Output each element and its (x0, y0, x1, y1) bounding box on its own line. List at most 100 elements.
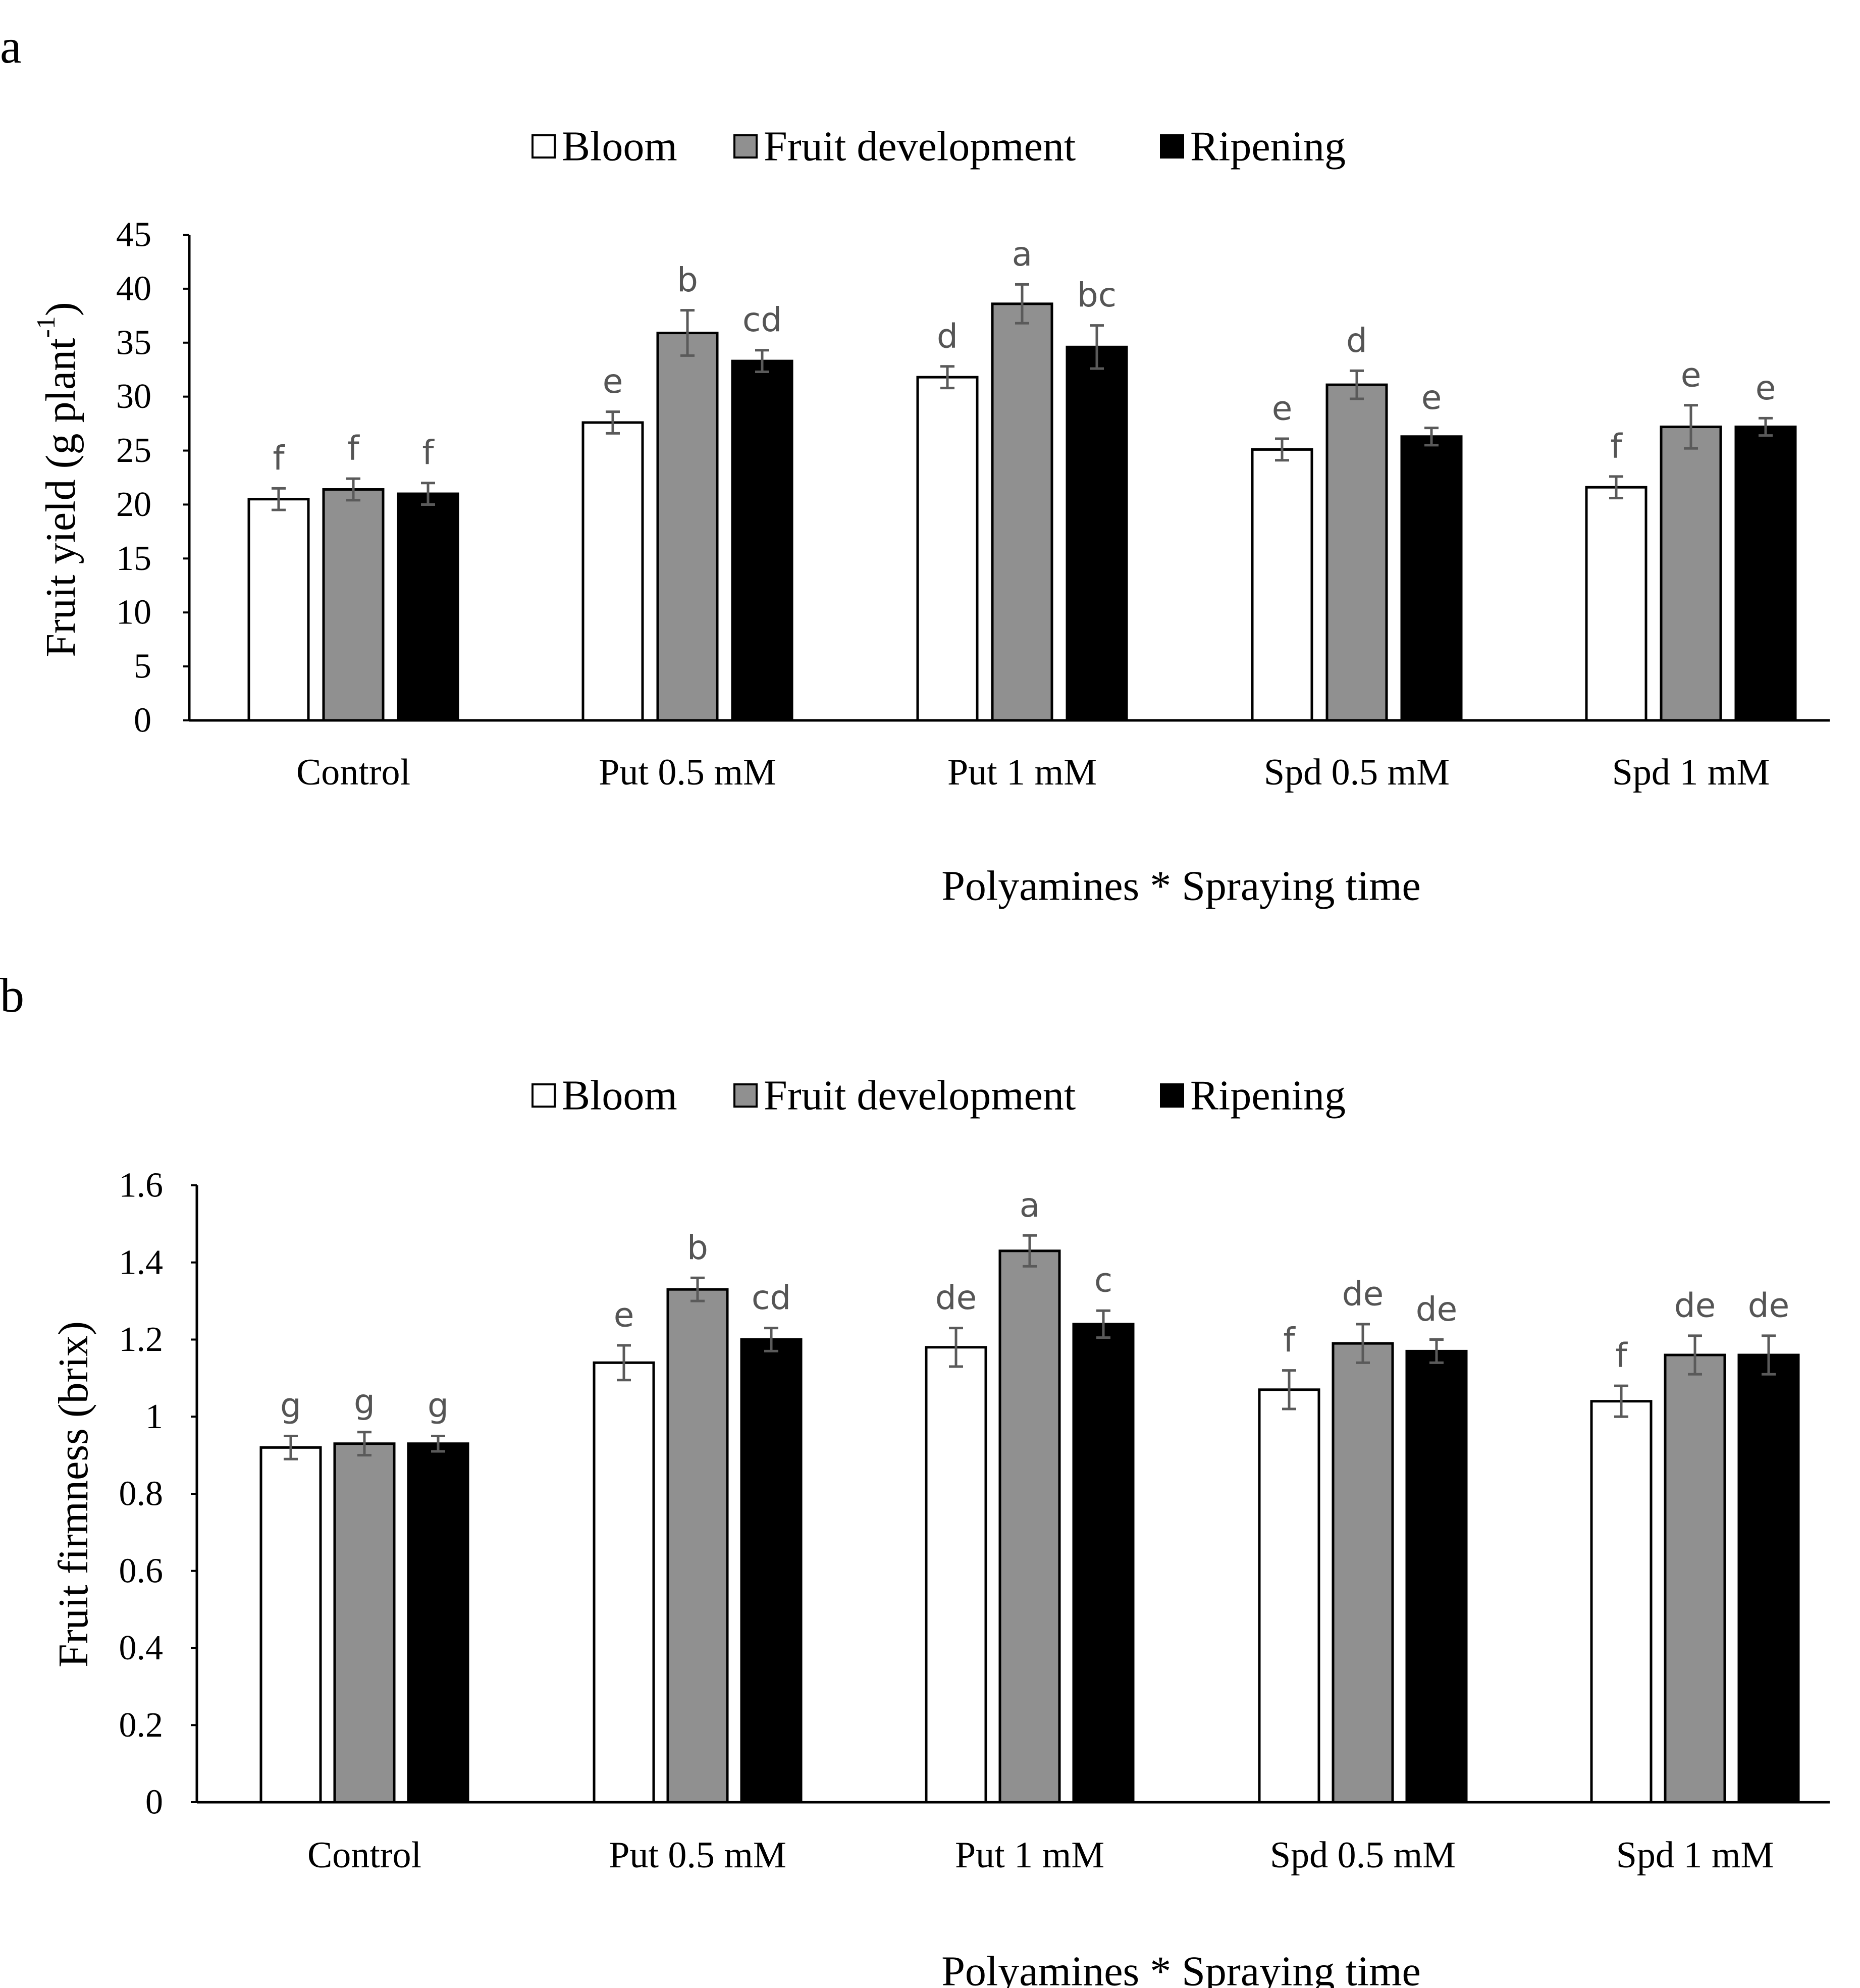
legend-swatch (532, 134, 556, 159)
significance-label: e (1421, 378, 1442, 417)
error-bar (346, 477, 360, 502)
bar-bloom (916, 376, 979, 722)
legend-item: Fruit development (733, 123, 1076, 170)
legend-item: Ripening (1160, 1072, 1346, 1119)
y-tick-label: 30 (116, 377, 151, 416)
bar-ripening (1072, 1323, 1135, 1804)
significance-label: f (1610, 427, 1623, 465)
x-axis-label: Polyamines * Spraying time (941, 1948, 1421, 1988)
significance-label: d (1346, 321, 1367, 360)
significance-label: f (1283, 1321, 1296, 1359)
significance-label: b (687, 1228, 708, 1267)
y-tick-label: 1 (145, 1397, 163, 1436)
bar-fruit-development (998, 1249, 1061, 1804)
legend-label: Fruit development (764, 123, 1076, 170)
legend-label: Bloom (562, 123, 677, 170)
y-axis-label: Fruit yield (g plant-1) (32, 302, 84, 657)
bar-ripening (1066, 345, 1128, 722)
x-tick-label: Spd 1 mM (1616, 1835, 1774, 1876)
significance-label: c (1094, 1261, 1112, 1300)
y-tick-label: 1.4 (119, 1243, 164, 1282)
error-bar (1688, 1334, 1702, 1376)
error-bar (1282, 1369, 1296, 1410)
y-tick-label: 15 (116, 539, 151, 578)
significance-label: de (1342, 1274, 1384, 1313)
bar-fruit-development (1332, 1342, 1394, 1804)
y-tick-label: 25 (116, 431, 151, 470)
error-bar (1684, 404, 1698, 450)
bar-fruit-development (1660, 426, 1722, 722)
error-bar (1015, 283, 1029, 325)
bar-ripening (407, 1442, 469, 1804)
y-tick-label: 0.8 (119, 1475, 164, 1513)
significance-label: f (273, 439, 285, 478)
x-tick-label: Put 1 mM (947, 752, 1097, 793)
bar-fruit-development (991, 302, 1053, 722)
y-tick-label: 1.2 (119, 1320, 164, 1359)
error-bar (284, 1434, 298, 1460)
error-bar (431, 1434, 445, 1453)
x-tick-label: Put 1 mM (955, 1835, 1104, 1876)
chart-panel-a: a Bloom Fruit development Ripening 0 5 10 15 20 2… (0, 19, 1830, 910)
x-tick-label: Control (307, 1835, 421, 1876)
legend-item: Bloom (532, 123, 677, 170)
y-axis-label-main: Fruit firmness (brix) (50, 1321, 97, 1667)
error-bar (680, 309, 695, 357)
legend-swatch (733, 134, 758, 159)
legend-swatch (1160, 1083, 1184, 1108)
y-axis-label: Fruit firmness (brix) (50, 1321, 97, 1667)
legend-label: Ripening (1190, 1072, 1346, 1119)
significance-label: e (1272, 389, 1293, 428)
significance-label: d (937, 317, 958, 355)
y-axis-label-superscript: -1 (32, 316, 61, 338)
significance-label: f (1615, 1336, 1628, 1375)
significance-label: e (614, 1295, 634, 1334)
y-tick-label: 5 (134, 647, 151, 686)
y-tick-label: 0.2 (119, 1706, 164, 1745)
error-bar (1429, 1338, 1444, 1364)
error-bar (272, 487, 286, 511)
y-tick-label: 0 (134, 701, 151, 740)
y-tick-label: 1.6 (119, 1166, 164, 1205)
bar-bloom (1585, 486, 1648, 722)
bar-bloom (593, 1361, 655, 1804)
bar-ripening (731, 359, 793, 722)
significance-label: cd (742, 300, 782, 339)
significance-label: g (354, 1382, 375, 1421)
error-bar (617, 1344, 631, 1382)
y-tick-label: 10 (116, 593, 151, 632)
panel-label: b (0, 968, 24, 1022)
significance-label: cd (752, 1278, 791, 1317)
x-tick-label: Control (296, 752, 410, 793)
bar-fruit-development (322, 488, 385, 722)
significance-label: a (1020, 1186, 1040, 1225)
legend-item: Fruit development (733, 1072, 1076, 1119)
x-axis-label: Polyamines * Spraying time (941, 863, 1421, 910)
bar-bloom (247, 498, 310, 722)
error-bar (606, 410, 620, 435)
error-bar (764, 1327, 778, 1352)
error-bar (1356, 1323, 1370, 1364)
significance-label: f (422, 433, 435, 472)
legend-swatch (1160, 134, 1184, 159)
error-bar (1023, 1234, 1037, 1268)
bar-bloom (1251, 448, 1313, 722)
y-tick-label: 0.4 (119, 1629, 164, 1667)
error-bar (421, 482, 435, 506)
significance-label: g (280, 1386, 301, 1425)
error-bar (1762, 1334, 1776, 1376)
bar-bloom (925, 1346, 987, 1804)
bar-ripening (1737, 1353, 1800, 1804)
significance-label: de (1416, 1290, 1458, 1329)
bar-bloom (1258, 1388, 1320, 1804)
legend-label: Fruit development (764, 1072, 1076, 1119)
significance-label: de (1674, 1286, 1716, 1325)
x-tick-label: Spd 1 mM (1612, 752, 1770, 793)
legend: Bloom Fruit development Ripening (532, 1072, 1346, 1119)
error-bar (1424, 427, 1439, 447)
y-tick-label: 0 (145, 1783, 163, 1822)
error-bar (940, 365, 954, 390)
y-tick-label: 35 (116, 323, 151, 362)
error-bar (1275, 437, 1289, 462)
